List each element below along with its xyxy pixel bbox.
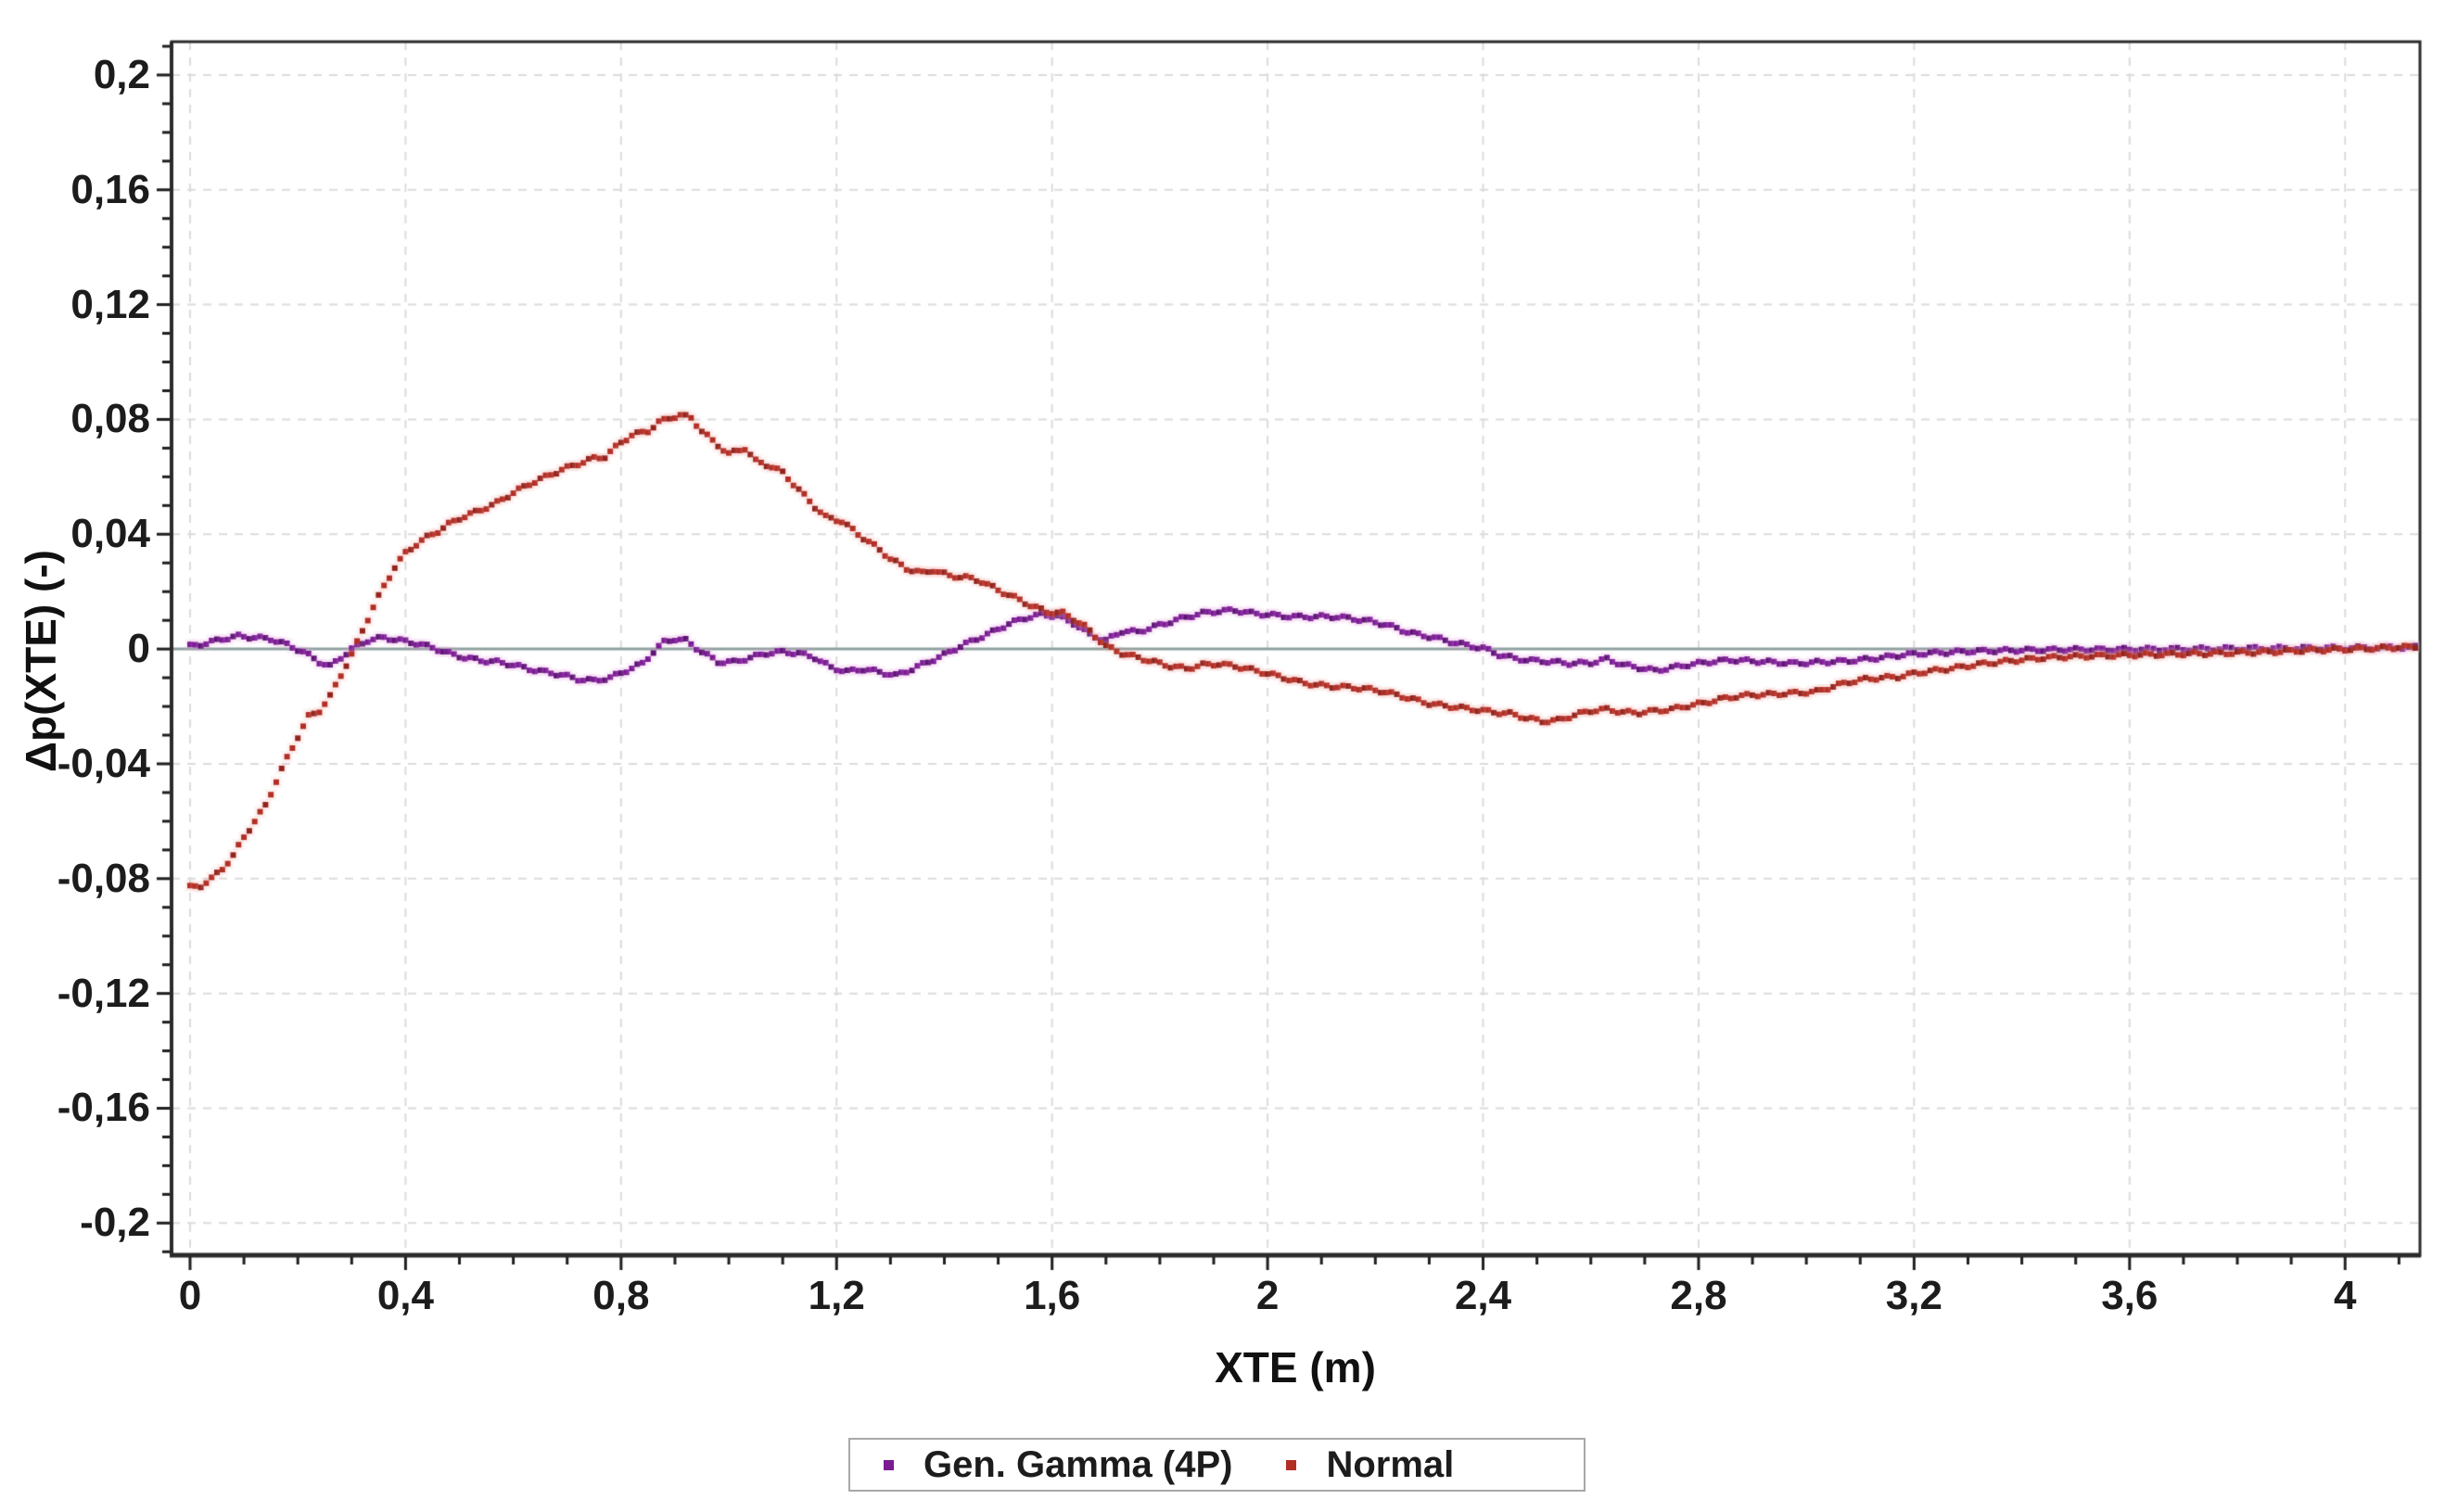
x-tick-label: 2,4 xyxy=(1454,1273,1512,1318)
y-tick-label: 0,16 xyxy=(70,166,150,212)
x-tick-label: 1,6 xyxy=(1024,1273,1081,1318)
x-tick-label: 1,2 xyxy=(808,1273,865,1318)
y-tick-label: 0,08 xyxy=(70,396,150,442)
y-tick-label: -0,2 xyxy=(80,1200,150,1246)
x-axis-title: XTE (m) xyxy=(1215,1343,1376,1391)
y-tick-label: 0,12 xyxy=(70,281,150,327)
legend-label-normal: Normal xyxy=(1326,1443,1455,1485)
x-tick-label: 3,6 xyxy=(2101,1273,2159,1318)
y-tick-label: -0,04 xyxy=(57,740,150,786)
x-tick-label: 0,4 xyxy=(376,1273,434,1318)
x-tick-label: 2 xyxy=(1255,1273,1280,1318)
x-tick-label: 4 xyxy=(2333,1273,2357,1318)
legend-item-normal: Normal xyxy=(1286,1444,1454,1486)
y-tick-label: 0 xyxy=(127,626,150,672)
y-axis-title: Δp(XTE) (-) xyxy=(17,550,65,772)
normal-marker-icon xyxy=(1286,1459,1297,1470)
x-tick-label: 0 xyxy=(178,1273,202,1318)
y-tick-label: -0,08 xyxy=(57,855,150,901)
y-tick-label: -0,12 xyxy=(57,970,150,1016)
legend-item-gen-gamma: Gen. Gamma (4P) xyxy=(884,1444,1232,1486)
x-tick-label: 3,2 xyxy=(1885,1273,1942,1318)
legend-label-gen-gamma: Gen. Gamma (4P) xyxy=(923,1443,1233,1485)
gen-gamma-marker-icon xyxy=(884,1459,894,1470)
legend-box: Gen. Gamma (4P) Normal xyxy=(848,1438,1586,1492)
y-tick-label: 0,2 xyxy=(93,51,150,97)
x-tick-label: 0,8 xyxy=(592,1273,650,1318)
x-tick-label: 2,8 xyxy=(1670,1273,1727,1318)
y-tick-label: 0,04 xyxy=(70,511,150,557)
y-tick-label: -0,16 xyxy=(57,1085,150,1131)
